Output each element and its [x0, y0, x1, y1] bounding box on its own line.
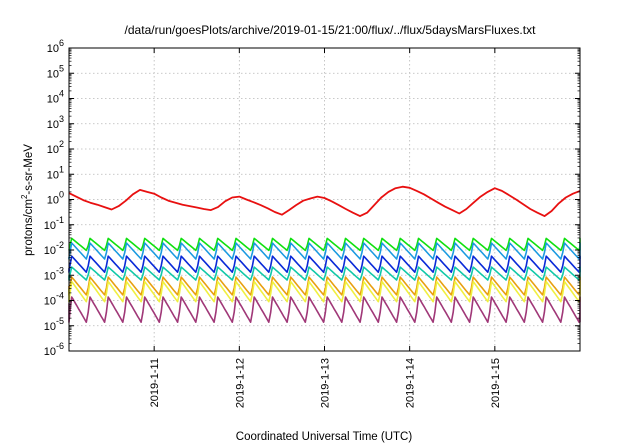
y-tick-base: 10: [44, 346, 56, 358]
y-tick-exponent: 2: [59, 139, 64, 149]
y-tick-label: 104: [47, 89, 64, 106]
y-tick-base: 10: [44, 270, 56, 282]
grid-lines: [69, 48, 580, 351]
y-tick-exponent: 1: [59, 164, 64, 174]
series-line: [68, 266, 581, 281]
y-tick-label: 105: [47, 63, 64, 80]
y-tick-base: 10: [44, 296, 56, 308]
x-tick-label: 2019-1-12: [234, 358, 246, 408]
x-tick-label: 2019-1-14: [405, 358, 417, 408]
chart-title: /data/run/goesPlots/archive/2019-01-15/2…: [125, 23, 537, 37]
y-tick-label: 10-5: [44, 316, 64, 333]
y-tick-label: 10-2: [44, 240, 64, 257]
y-tick-base: 10: [47, 144, 59, 156]
y-tick-base: 10: [44, 220, 56, 232]
y-tick-base: 10: [47, 195, 59, 207]
y-tick-exponent: 6: [59, 38, 64, 48]
x-tick-label: 2019-1-11: [149, 358, 161, 407]
series-line: [68, 237, 581, 252]
y-tick-label: 10-6: [44, 341, 64, 358]
y-tick-base: 10: [47, 68, 59, 80]
y-tick-label: 10-4: [44, 291, 64, 308]
series-line: [68, 242, 581, 260]
y-tick-exponent: -4: [56, 291, 64, 301]
y-tick-label: 103: [47, 114, 64, 131]
series-layer: [68, 185, 581, 323]
y-axis: 10-610-510-410-310-210-11001011021031041…: [44, 38, 580, 358]
y-tick-label: 102: [47, 139, 64, 156]
x-axis: 2019-1-11 2019-1-12 2019-1-13 2019-1-14 2019…: [149, 48, 502, 408]
y-tick-label: 100: [47, 190, 64, 207]
y-tick-base: 10: [47, 119, 59, 131]
y-tick-base: 10: [44, 321, 56, 333]
x-axis-label: Coordinated Universal Time (UTC): [236, 431, 413, 443]
y-tick-exponent: -1: [56, 215, 64, 225]
y-tick-exponent: -2: [56, 240, 64, 250]
series-line: [68, 296, 581, 323]
y-tick-exponent: -3: [56, 265, 64, 275]
y-axis-label-sup: 2: [20, 194, 29, 199]
y-tick-label: 10-3: [44, 265, 64, 282]
series-line: [68, 276, 581, 296]
y-tick-exponent: -5: [56, 316, 64, 326]
y-tick-base: 10: [47, 169, 59, 181]
y-tick-label: 10-1: [44, 215, 64, 232]
y-tick-base: 10: [47, 43, 59, 55]
y-tick-exponent: 5: [59, 63, 64, 73]
y-tick-exponent: 4: [59, 89, 64, 99]
x-tick-label: 2019-1-15: [490, 358, 502, 408]
y-tick-label: 101: [47, 164, 64, 181]
y-tick-label: 106: [47, 38, 64, 55]
y-tick-base: 10: [44, 245, 56, 257]
series-line: [68, 255, 581, 273]
y-axis-label-suffix: -s-sr-MeV: [23, 144, 35, 195]
series-line: [68, 185, 581, 217]
y-tick-exponent: 3: [59, 114, 64, 124]
y-tick-exponent: -6: [56, 341, 64, 351]
y-axis-label: protons/cm2-s-sr-MeV: [20, 144, 35, 256]
series-line: [68, 280, 581, 303]
x-tick-label: 2019-1-13: [320, 358, 332, 408]
y-tick-base: 10: [47, 94, 59, 106]
y-axis-label-prefix: protons/cm: [23, 199, 35, 256]
y-tick-exponent: 0: [59, 190, 64, 200]
